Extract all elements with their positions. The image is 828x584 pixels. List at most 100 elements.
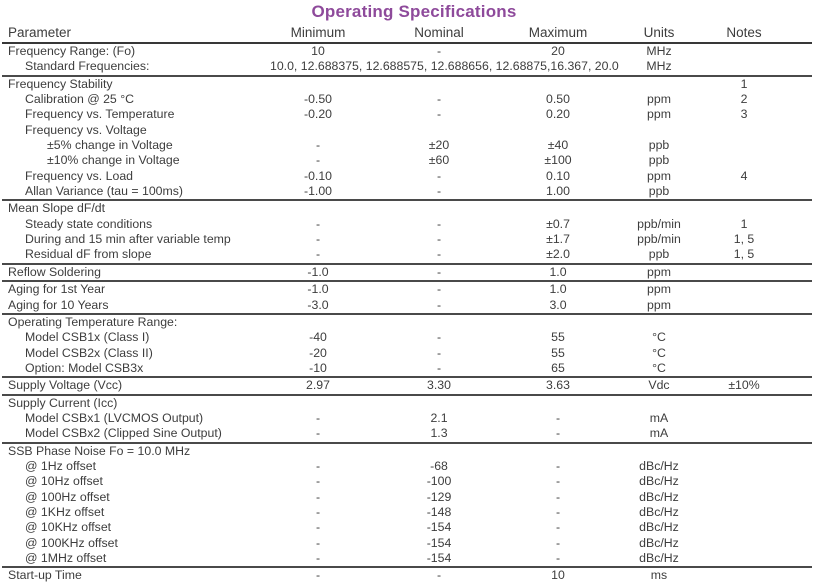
nominal-cell: 3.30: [427, 378, 451, 393]
table-row: @ 1MHz offset - -154 - dBc/Hz: [2, 551, 812, 569]
units-cell: ppm: [647, 282, 671, 297]
minimum-cell: -: [315, 410, 321, 425]
units-cell: MHz: [646, 59, 672, 74]
parameter-cell: Residual dF from slope: [25, 247, 152, 262]
nominal-cell: [366, 201, 512, 216]
nominal-cell: [366, 315, 512, 330]
maximum-cell: ±1.7: [546, 232, 570, 247]
maximum-cell: -: [555, 535, 561, 550]
table-row: Allan Variance (tau = 100ms) -1.00 - 1.0…: [2, 184, 812, 202]
minimum-cell: -: [315, 489, 321, 504]
parameter-cell: @ 100KHz offset: [25, 535, 118, 550]
column-header-maximum: Maximum: [528, 25, 588, 40]
minimum-cell: -: [315, 426, 321, 441]
parameter-cell: Model CSBx1 (LVCMOS Output): [25, 410, 204, 425]
table-row: @ 100Hz offset - -129 - dBc/Hz: [2, 490, 812, 505]
parameter-cell: @ 1MHz offset: [25, 551, 107, 565]
parameter-cell: Standard Frequencies:: [25, 59, 150, 74]
notes-cell: [714, 536, 774, 551]
parameter-cell: Model CSB1x (Class I): [25, 330, 150, 345]
units-cell: dBc/Hz: [639, 458, 679, 473]
nominal-cell: -: [436, 232, 442, 247]
minimum-cell: -0.50: [303, 92, 333, 107]
notes-cell: [714, 459, 774, 474]
units-cell: [604, 444, 714, 459]
minimum-cell: [270, 444, 366, 459]
nominal-cell: -: [436, 345, 442, 360]
minimum-cell: -: [315, 216, 321, 231]
maximum-cell: [512, 201, 604, 216]
parameter-cell: @ 10KHz offset: [25, 520, 112, 535]
minimum-cell: -: [315, 474, 321, 489]
maximum-cell: -: [555, 520, 561, 535]
parameter-cell: Start-up Time: [8, 568, 82, 583]
parameter-cell: Frequency vs. Load: [25, 168, 134, 183]
parameter-cell: Operating Temperature Range:: [8, 314, 178, 329]
table-row: Model CSB1x (Class I) -40 - 55 °C: [2, 330, 812, 345]
maximum-cell: [512, 444, 604, 459]
table-row: @ 10KHz offset - -154 - dBc/Hz: [2, 520, 812, 535]
units-cell: °C: [652, 345, 666, 360]
units-cell: [604, 77, 714, 92]
parameter-cell: Option: Model CSB3x: [25, 360, 144, 375]
units-cell: [604, 201, 714, 216]
nominal-cell: [366, 77, 512, 92]
operating-specifications-table: Parameter Minimum Nominal Maximum Units …: [2, 23, 812, 584]
table-row: Frequency vs. Voltage: [2, 123, 812, 138]
minimum-cell: [270, 396, 366, 411]
notes-cell: [714, 330, 774, 345]
column-header-nominal: Nominal: [414, 25, 464, 40]
minimum-cell: -1.0: [307, 282, 329, 297]
minimum-cell: -: [315, 568, 321, 583]
maximum-cell: [512, 77, 604, 92]
nominal-cell: -: [436, 168, 442, 183]
units-cell: dBc/Hz: [639, 504, 679, 519]
parameter-cell: @ 1KHz offset: [25, 504, 105, 519]
parameter-cell: Model CSBx2 (Clipped Sine Output): [25, 426, 222, 441]
minimum-cell: -: [315, 504, 321, 519]
notes-cell: [714, 505, 774, 520]
units-cell: Vdc: [648, 378, 670, 393]
parameter-cell: Supply Current (Icc): [8, 395, 118, 410]
minimum-cell: -1.00: [303, 184, 333, 199]
minimum-cell: -40: [309, 330, 327, 345]
units-cell: mA: [649, 410, 669, 425]
units-cell: ppb/min: [637, 216, 681, 231]
table-row: Operating Temperature Range:: [2, 315, 812, 330]
units-cell: °C: [652, 360, 666, 375]
notes-cell: [714, 138, 774, 153]
parameter-cell: @ 100Hz offset: [25, 489, 110, 504]
table-body: Frequency Range: (Fo) 10 - 20 MHz Standa…: [2, 44, 812, 584]
notes-cell: 1, 5: [733, 247, 755, 262]
parameter-cell: ±5% change in Voltage: [47, 138, 173, 153]
units-cell: [604, 315, 714, 330]
table-row: Standard Frequencies: 10.0, 12.688375, 1…: [2, 59, 812, 77]
parameter-cell: Frequency vs. Voltage: [25, 122, 147, 137]
notes-cell: [714, 282, 774, 297]
notes-cell: [714, 298, 774, 313]
notes-cell: [714, 265, 774, 280]
units-cell: dBc/Hz: [639, 520, 679, 535]
parameter-cell: Allan Variance (tau = 100ms): [25, 184, 184, 199]
minimum-cell: -20: [309, 345, 327, 360]
notes-cell: [714, 426, 774, 441]
parameter-cell: @ 10Hz offset: [25, 474, 103, 489]
nominal-cell: -: [436, 216, 442, 231]
notes-cell: 1: [740, 76, 748, 91]
units-cell: ppb: [648, 153, 670, 168]
nominal-cell: -: [436, 107, 442, 122]
maximum-cell: 10: [551, 568, 565, 583]
nominal-cell: -: [436, 92, 442, 107]
maximum-cell: 3.0: [549, 297, 567, 312]
table-row: ±5% change in Voltage - ±20 ±40 ppb: [2, 138, 812, 153]
notes-cell: 2: [740, 92, 748, 107]
parameter-cell: Frequency Range: (Fo): [8, 44, 136, 58]
table-row: Frequency vs. Load -0.10 - 0.10 ppm 4: [2, 169, 812, 184]
parameter-cell: @ 1Hz offset: [25, 458, 97, 473]
parameter-cell: Steady state conditions: [25, 216, 153, 231]
parameter-cell: Frequency vs. Temperature: [25, 107, 175, 122]
column-header-units: Units: [643, 25, 675, 40]
notes-cell: [714, 444, 774, 459]
maximum-cell: -: [555, 551, 561, 565]
nominal-cell: [366, 444, 512, 459]
